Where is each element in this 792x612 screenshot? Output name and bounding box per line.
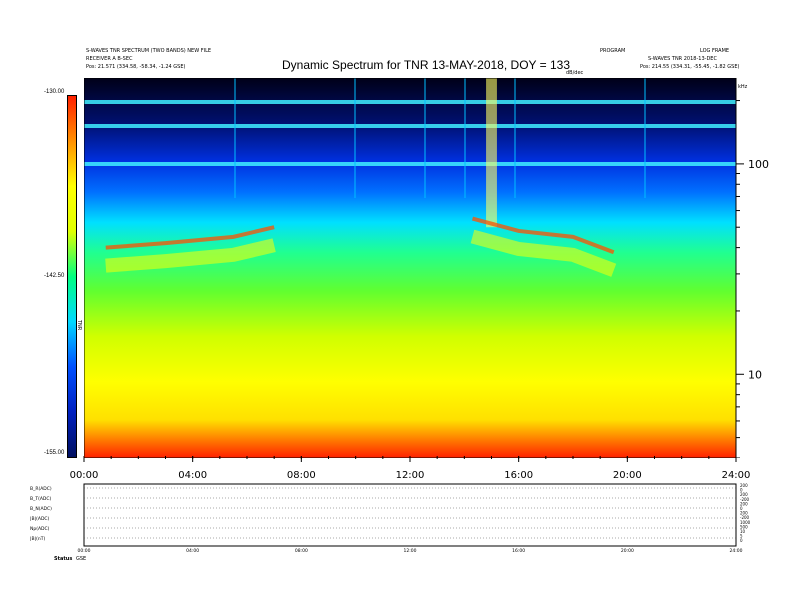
spectrogram (84, 78, 736, 458)
header-left-line3: Pos: 21.571 (334.58, -58.34, -1.24 GSE) (86, 64, 186, 70)
bottom-panel-right-value: 200 (740, 492, 748, 497)
time-axis-label: 20:00 (613, 470, 642, 481)
bottom-panel-row-label: Np(ADC) (30, 526, 50, 532)
emission-band-late-glow (470, 229, 617, 277)
interference-line (84, 100, 736, 104)
colorbar-tick-max: -130.00 (44, 89, 65, 95)
header-right-line2: S-WAVES TNR 2018-13-DEC (648, 56, 717, 62)
burst-streak (514, 78, 516, 198)
emission-band-early-glow (105, 238, 276, 273)
bottom-panel: B_R(ADC) B_T(ADC) B_N(ADC) |B|(ADC) Np(ADC) |… (30, 483, 751, 554)
header-corner-code: LOG FRAME (700, 48, 730, 54)
header-right-line1: PROGRAM (600, 48, 626, 54)
colorbar-label: TNR (76, 320, 82, 331)
right-axis-label: 10 (748, 368, 762, 381)
time-axis-label: 08:00 (287, 470, 316, 481)
units-tag: dB/dec (566, 70, 584, 76)
chart-title: Dynamic Spectrum for TNR 13-MAY-2018, DO… (282, 58, 571, 72)
bottom-panel-right-value: 10 (740, 529, 746, 534)
burst-streak (644, 78, 646, 198)
burst-streak (424, 78, 426, 198)
bottom-panel-right-value: 0 (740, 506, 743, 511)
emission-band-late (471, 216, 615, 255)
bottom-panel-right-value: 1000 (740, 520, 751, 525)
burst-streak (234, 78, 236, 198)
bottom-panel-right-value: 0 (740, 488, 743, 493)
emission-band-early (105, 225, 275, 250)
bottom-panel-right-value: 0 (740, 538, 743, 543)
footer-label: Status (54, 556, 73, 562)
bottom-panel-x-label: 04:00 (186, 548, 199, 554)
bottom-panel-x-label: 12:00 (404, 548, 417, 554)
bottom-panel-x-label: 20:00 (621, 548, 634, 554)
bottom-panel-right-value: -200 (740, 515, 750, 520)
burst-streak (354, 78, 356, 198)
bottom-panel-row-label: |B|(ADC) (30, 516, 50, 522)
time-axis-label: 12:00 (396, 470, 425, 481)
right-axis-label: 100 (748, 158, 769, 171)
interference-line (84, 124, 736, 128)
bottom-panel-right-value: 500 (740, 524, 748, 529)
header-left-line1: S-WAVES TNR SPECTRUM (TWO BANDS) NEW FIL… (86, 48, 212, 54)
time-axis: 00:00 04:00 08:00 12:00 16:00 20:00 24:00 (70, 456, 751, 481)
right-axis-unit: kHz (738, 84, 748, 90)
bottom-panel-right-value: 5 (740, 534, 743, 539)
header-right-line3: Pos: 214.55 (334.31, -55.45, -1.82 GSE) (640, 64, 740, 70)
header-left-line2: RECEIVER A B-SEC (86, 56, 133, 62)
bottom-panel-x-label: 00:00 (78, 548, 91, 554)
bottom-panel-right-value: -200 (740, 497, 750, 502)
right-axis: 100 10 (736, 78, 769, 458)
bottom-panel-right-value: 200 (740, 483, 748, 488)
bottom-panel-row-label: B_N(ADC) (30, 506, 52, 512)
bottom-panel-right-value: 200 (740, 511, 748, 516)
burst-streak (486, 78, 497, 228)
colorbar-tick-mid: -142.50 (44, 273, 65, 279)
time-axis-label: 16:00 (504, 470, 533, 481)
bottom-panel-x-label: 16:00 (512, 548, 525, 554)
bottom-panel-x-label: 24:00 (730, 548, 743, 554)
time-axis-label: 00:00 (70, 470, 99, 481)
footer-flag: GSE (76, 556, 87, 562)
colorbar (67, 95, 77, 458)
bottom-panel-right-value: 200 (740, 501, 748, 506)
bottom-panel-x-label: 08:00 (295, 548, 308, 554)
time-axis-label: 04:00 (178, 470, 207, 481)
bottom-panel-row-label: B_R(ADC) (30, 486, 52, 492)
bottom-panel-frame (83, 483, 737, 547)
burst-streak (464, 78, 466, 198)
interference-line (84, 162, 736, 166)
bottom-panel-row-label: B_T(ADC) (30, 496, 52, 502)
bottom-panel-row-label: |B|(nT) (30, 536, 45, 542)
time-axis-label: 24:00 (722, 470, 751, 481)
colorbar-tick-min: -155.00 (44, 450, 65, 456)
